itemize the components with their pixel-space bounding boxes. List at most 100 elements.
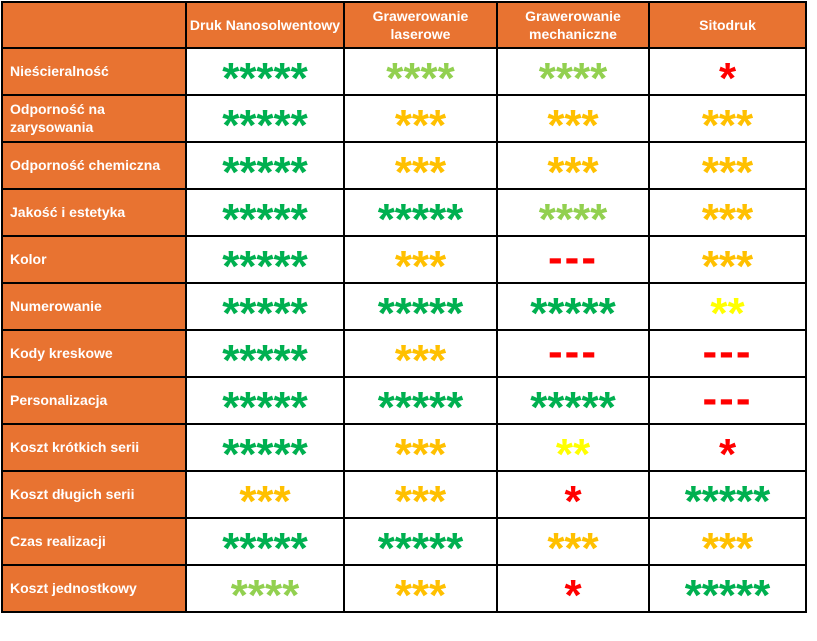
stars-rating: *** — [394, 147, 447, 189]
row-label: Koszt jednostkowy — [1, 564, 187, 613]
rating-cell: *** — [496, 94, 650, 143]
rating-cell: * — [648, 423, 807, 472]
rating-cell: ***** — [185, 329, 345, 378]
rating-cell: ***** — [185, 47, 345, 96]
table-body: Nieścieralność ***** **** **** * Odporność na… — [1, 47, 807, 613]
rating-cell: ***** — [185, 235, 345, 284]
stars-rating: ***** — [222, 523, 308, 565]
stars-rating: *** — [701, 100, 754, 142]
rating-cell: *** — [648, 235, 807, 284]
rating-cell: ***** — [185, 376, 345, 425]
column-header: Grawerowanie mechaniczne — [496, 1, 650, 49]
dashes-rating: --- — [548, 330, 598, 376]
stars-rating: ** — [710, 288, 745, 330]
rating-cell: **** — [185, 564, 345, 613]
stars-rating: ***** — [222, 288, 308, 330]
stars-rating: * — [718, 429, 737, 471]
rating-cell: ***** — [185, 517, 345, 566]
row-label: Nieścieralność — [1, 47, 187, 96]
rating-cell: *** — [648, 141, 807, 190]
stars-rating: *** — [394, 476, 447, 518]
stars-rating: ***** — [222, 147, 308, 189]
stars-rating: **** — [538, 53, 608, 95]
rating-cell: * — [648, 47, 807, 96]
rating-cell: **** — [496, 188, 650, 237]
stars-rating: ** — [555, 429, 591, 471]
stars-rating: *** — [547, 100, 599, 142]
rating-cell: *** — [185, 470, 345, 519]
rating-cell: *** — [343, 235, 498, 284]
rating-cell: * — [496, 470, 650, 519]
header-row: Druk Nanosolwentowy Grawerowanie laserowe… — [1, 1, 807, 49]
table-row: Kolor ***** *** --- *** — [1, 235, 807, 284]
rating-cell: *** — [343, 470, 498, 519]
stars-rating: ***** — [222, 335, 308, 377]
table-row: Odporność chemiczna ***** *** *** *** — [1, 141, 807, 190]
stars-rating: *** — [701, 241, 754, 283]
table-row: Czas realizacji ***** ***** *** *** — [1, 517, 807, 566]
rating-cell: * — [496, 564, 650, 613]
stars-rating: * — [564, 570, 582, 612]
row-label: Kolor — [1, 235, 187, 284]
stars-rating: *** — [547, 523, 599, 565]
row-label: Numerowanie — [1, 282, 187, 331]
stars-rating: *** — [394, 335, 447, 377]
rating-cell: ** — [648, 282, 807, 331]
row-label: Koszt długich serii — [1, 470, 187, 519]
column-header: Grawerowanie laserowe — [343, 1, 498, 49]
rating-cell: *** — [343, 141, 498, 190]
stars-rating: ***** — [222, 100, 308, 142]
stars-rating: **** — [538, 194, 608, 236]
table-row: Odporność na zarysowania ***** *** *** *** — [1, 94, 807, 143]
rating-cell: --- — [496, 235, 650, 284]
rating-cell: *** — [496, 141, 650, 190]
stars-rating: ***** — [377, 382, 464, 424]
rating-cell: ***** — [343, 376, 498, 425]
rating-cell: ***** — [185, 188, 345, 237]
dashes-rating: --- — [702, 330, 753, 376]
row-label: Personalizacja — [1, 376, 187, 425]
rating-cell: --- — [496, 329, 650, 378]
dashes-rating: --- — [702, 377, 753, 423]
stars-rating: *** — [394, 241, 447, 283]
rating-cell: *** — [648, 188, 807, 237]
stars-rating: ***** — [684, 476, 771, 518]
stars-rating: ***** — [684, 570, 771, 612]
rating-cell: ***** — [343, 188, 498, 237]
stars-rating: *** — [394, 429, 447, 471]
table-row: Kody kreskowe ***** *** --- --- — [1, 329, 807, 378]
rating-cell: *** — [648, 517, 807, 566]
stars-rating: * — [718, 53, 737, 95]
rating-cell: *** — [343, 564, 498, 613]
table-row: Jakość i estetyka ***** ***** **** *** — [1, 188, 807, 237]
stars-rating: *** — [394, 570, 447, 612]
rating-cell: *** — [343, 329, 498, 378]
stars-rating: ***** — [222, 382, 308, 424]
dashes-rating: --- — [548, 236, 598, 282]
rating-cell: **** — [496, 47, 650, 96]
rating-cell: ***** — [648, 470, 807, 519]
row-label: Koszt krótkich serii — [1, 423, 187, 472]
stars-rating: **** — [386, 53, 455, 95]
column-header: Sitodruk — [648, 1, 807, 49]
stars-rating: *** — [547, 147, 599, 189]
rating-cell: ***** — [185, 94, 345, 143]
rating-cell: ***** — [185, 141, 345, 190]
rating-cell: ***** — [185, 282, 345, 331]
rating-cell: ***** — [185, 423, 345, 472]
stars-rating: ***** — [530, 382, 616, 424]
table-row: Koszt długich serii *** *** * ***** — [1, 470, 807, 519]
stars-rating: *** — [701, 147, 754, 189]
rating-cell: ***** — [648, 564, 807, 613]
stars-rating: **** — [230, 570, 300, 612]
column-header: Druk Nanosolwentowy — [185, 1, 345, 49]
rating-cell: ***** — [343, 517, 498, 566]
stars-rating: *** — [239, 476, 291, 518]
stars-rating: ***** — [377, 194, 464, 236]
comparison-table: Druk Nanosolwentowy Grawerowanie laserowe… — [1, 1, 807, 613]
rating-cell: --- — [648, 329, 807, 378]
stars-rating: ***** — [377, 288, 464, 330]
table-row: Personalizacja ***** ***** ***** --- — [1, 376, 807, 425]
table-row: Koszt krótkich serii ***** *** ** * — [1, 423, 807, 472]
stars-rating: *** — [701, 523, 754, 565]
